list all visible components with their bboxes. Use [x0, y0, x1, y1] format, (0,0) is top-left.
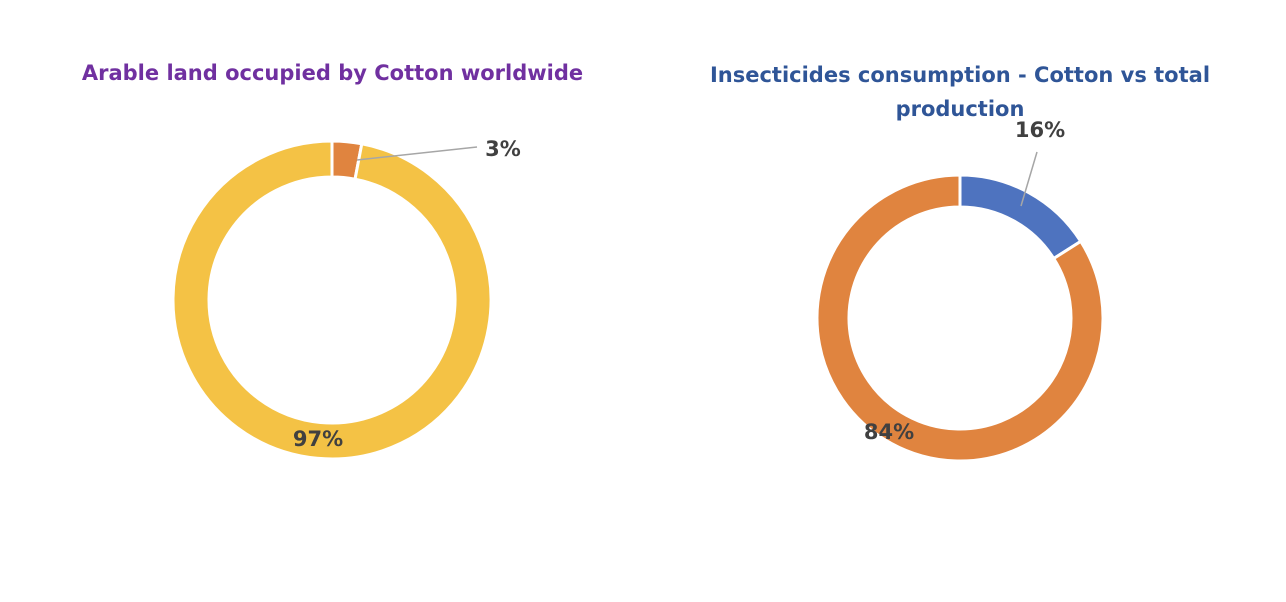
donut-2-data-label-2: 84% — [864, 420, 914, 444]
donut-chart-insecticides: 16% 84% — [815, 118, 1105, 463]
donut-chart-arable-land: 3% 97% — [171, 137, 521, 461]
chart-title-arable-land: Arable land occupied by Cotton worldwide — [81, 61, 584, 85]
donut-2-leader-line — [1020, 151, 1038, 207]
donut-2-slice-1 — [958, 173, 1083, 261]
donut-2-data-label-1: 16% — [1015, 118, 1065, 142]
donut-2-slice-2 — [815, 173, 1105, 463]
donut-1-data-label-1: 3% — [485, 137, 521, 161]
donut-1-leader-line — [356, 146, 478, 161]
chart-title-insecticides: Insecticides consumption - Cotton vs tot… — [709, 63, 1211, 121]
donut-1-slice-2 — [171, 139, 493, 461]
donut-1-data-label-2: 97% — [293, 427, 343, 451]
